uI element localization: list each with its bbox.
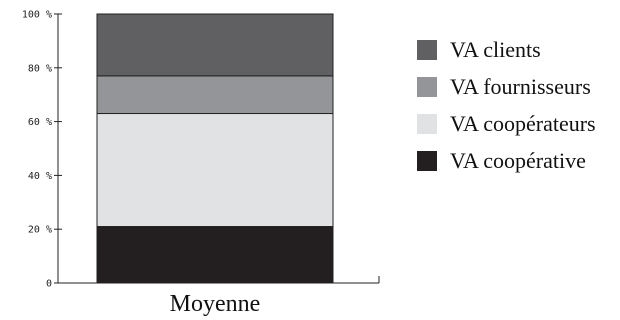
legend-label-va-clients: VA clients: [450, 37, 541, 62]
legend-label-va-coop-rative: VA coopérative: [450, 148, 586, 173]
y-tick-label-20: 20 %: [28, 225, 52, 236]
y-tick-label-60: 60 %: [28, 117, 52, 128]
legend-swatch-va-coop-rative: [417, 151, 437, 171]
legend-swatch-va-coop-rateurs: [417, 114, 437, 134]
bar-segment-va-clients: [96, 13, 334, 77]
y-tick-label-80: 80 %: [28, 63, 52, 74]
legend-label-va-fournisseurs: VA fournisseurs: [450, 74, 591, 99]
bar-segment-va-coop-rateurs: [96, 113, 334, 228]
y-tick-label-100: 100 %: [22, 10, 52, 21]
category-label: Moyenne: [170, 291, 261, 317]
x-axis-labels: Moyenne: [170, 291, 261, 317]
legend-swatch-va-fournisseurs: [417, 77, 437, 97]
legend: VA clients VA fournisseurs VA coopérateurs…: [417, 37, 596, 173]
bar-segment-va-fournisseurs: [96, 75, 334, 115]
bar-segment-va-coop-rative: [96, 226, 334, 284]
legend-swatch-va-clients: [417, 40, 437, 60]
y-tick-label-40: 40 %: [28, 171, 52, 182]
legend-label-va-coop-rateurs: VA coopérateurs: [450, 111, 596, 136]
y-tick-label-0: 0: [46, 279, 52, 290]
bars: [96, 13, 334, 284]
